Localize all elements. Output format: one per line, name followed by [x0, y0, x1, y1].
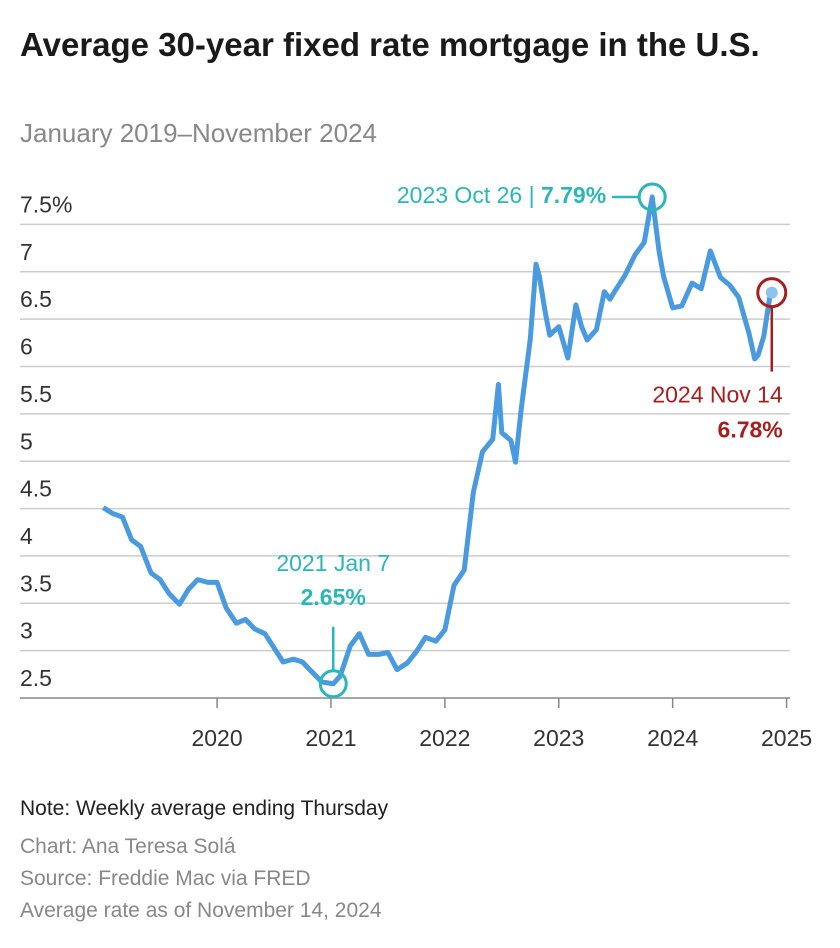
source: Source: Freddie Mac via FRED — [20, 867, 311, 890]
chart-subtitle: January 2019–November 2024 — [20, 118, 378, 148]
chart-title: Average 30-year fixed rate mortgage in t… — [20, 26, 760, 63]
date-note: Average rate as of November 14, 2024 — [20, 899, 382, 922]
annotation-label: 2021 Jan 7 — [276, 550, 390, 576]
end-dot — [765, 286, 778, 299]
annotation-label: 2024 Nov 14 — [652, 382, 783, 408]
y-tick-label: 3.5 — [20, 570, 52, 596]
annotation: 2.65% — [301, 584, 366, 610]
chart: 2.5 3 3.5 4 4.5 5 5.5 6 6.5 7.5% 7 2020 2021 2022 2023… — [20, 182, 812, 751]
annotation: 2023 Oct 26 | 7.79% — [397, 182, 606, 208]
annotation: 2024 Nov 14 — [652, 382, 783, 408]
y-tick-label: 4 — [20, 523, 33, 549]
y-tick-label: 7.5% — [20, 191, 72, 217]
x-tick-label: 2020 — [191, 725, 242, 751]
annotation-label: 2023 Oct 26 | — [397, 182, 535, 208]
annotation-value: 7.79% — [541, 182, 606, 208]
annotation: 6.78% — [718, 417, 783, 443]
y-tick-label: 5.5 — [20, 381, 52, 407]
y-tick-label: 6.5 — [20, 286, 52, 312]
x-tick-label: 2025 — [761, 725, 812, 751]
y-tick-label: 7 — [20, 239, 33, 265]
x-tick-label: 2022 — [419, 725, 470, 751]
y-tick-label: 5 — [20, 428, 33, 454]
rate-line — [101, 194, 774, 687]
y-tick-label: 6 — [20, 334, 33, 360]
annotation: 2021 Jan 7 — [276, 550, 390, 576]
y-tick-label: 3 — [20, 618, 33, 644]
note: Note: Weekly average ending Thursday — [20, 797, 389, 820]
x-tick-label: 2023 — [533, 725, 584, 751]
highlight-ring — [637, 182, 667, 212]
annotation-value: 6.78% — [718, 417, 783, 443]
x-tick-label: 2024 — [647, 725, 698, 751]
y-tick-label: 2.5 — [20, 665, 52, 691]
credit: Chart: Ana Teresa Solá — [20, 835, 236, 858]
y-tick-label: 4.5 — [20, 476, 52, 502]
x-tick-label: 2021 — [305, 725, 356, 751]
annotation-value: 2.65% — [301, 584, 366, 610]
highlight-ring — [318, 669, 348, 699]
